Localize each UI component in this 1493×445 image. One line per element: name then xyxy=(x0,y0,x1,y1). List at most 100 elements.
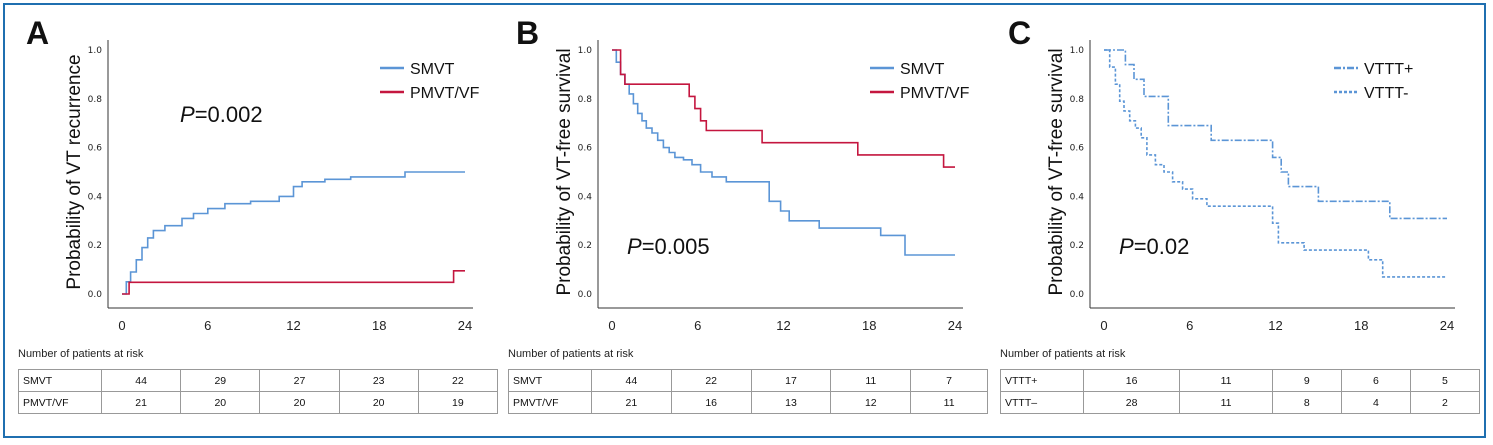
table-row: SMVT 44 29 27 23 22 xyxy=(18,369,499,392)
series-line xyxy=(1104,49,1447,278)
y-tick-label: 0.6 xyxy=(1070,144,1085,154)
risk-cell: 6 xyxy=(1340,369,1411,392)
risk-cell: 12 xyxy=(830,391,912,414)
p-value-label: P=0.02 xyxy=(1119,234,1189,259)
y-tick-label: 0.2 xyxy=(88,241,102,251)
risk-row-label: PMVT/VF xyxy=(508,391,592,414)
legend-label: PMVT/VF xyxy=(900,85,970,102)
p-value-prefix: P xyxy=(180,102,195,127)
panel-letter: B xyxy=(516,15,539,51)
x-axis-label: Months xyxy=(264,336,323,338)
risk-cell: 11 xyxy=(830,369,912,392)
risk-cell: 8 xyxy=(1271,391,1342,414)
series-line xyxy=(612,49,955,168)
risk-cell: 7 xyxy=(910,369,988,392)
y-tick-label: 0.4 xyxy=(1070,192,1085,202)
risk-cell: 16 xyxy=(670,391,752,414)
x-tick-label: 12 xyxy=(286,318,300,333)
risk-cell: 13 xyxy=(750,391,832,414)
x-tick-label: 24 xyxy=(1440,318,1454,333)
panel-c: 0.0 0.2 0.4 0.6 0.8 1.0 0 6 12 18 24 Months Probabil… xyxy=(992,8,1482,433)
risk-cell: 22 xyxy=(670,369,752,392)
series-line xyxy=(612,49,955,256)
y-tick-label: 0.0 xyxy=(578,290,593,300)
km-plot: 0.0 0.2 0.4 0.6 0.8 1.0 0 6 12 18 24 Months Probabil… xyxy=(516,15,970,338)
risk-row-label: SMVT xyxy=(508,369,592,392)
km-plot: 0.0 0.2 0.4 0.6 0.8 1.0 0 6 12 18 24 Months Probabil… xyxy=(26,15,480,338)
risk-cell: 44 xyxy=(100,369,182,392)
risk-cell: 2 xyxy=(1409,391,1481,414)
x-tick-label: 6 xyxy=(694,318,701,333)
p-value-prefix: P xyxy=(627,234,642,259)
risk-cell: 19 xyxy=(417,391,499,414)
risk-cell: 21 xyxy=(100,391,182,414)
legend-label: VTTT+ xyxy=(1364,61,1413,78)
risk-cell: 27 xyxy=(259,369,340,392)
y-axis-label: Probability of VT-free survival xyxy=(554,48,575,295)
risk-cell: 17 xyxy=(750,369,832,392)
risk-cell: 20 xyxy=(180,391,261,414)
x-tick-label: 0 xyxy=(118,318,125,333)
risk-cell: 4 xyxy=(1340,391,1411,414)
panel-letter: C xyxy=(1008,15,1031,51)
risk-table-title: Number of patients at risk xyxy=(1000,348,1126,360)
risk-cell: 21 xyxy=(591,391,672,414)
table-row: PMVT/VF 21 16 13 12 11 xyxy=(508,391,988,414)
y-tick-label: 1.0 xyxy=(88,46,103,56)
p-value-text: =0.02 xyxy=(1134,234,1190,259)
table-row: SMVT 44 22 17 11 7 xyxy=(508,369,988,392)
x-tick-label: 12 xyxy=(1268,318,1282,333)
risk-row-label: SMVT xyxy=(18,369,102,392)
legend-label: VTTT- xyxy=(1364,85,1408,102)
p-value-text: =0.005 xyxy=(642,234,710,259)
table-row: PMVT/VF 21 20 20 20 19 xyxy=(18,391,499,414)
x-axis-label: Months xyxy=(1246,336,1305,338)
risk-cell: 11 xyxy=(1179,391,1273,414)
y-axis-label: Probability of VT-free survival xyxy=(1046,48,1067,295)
legend-label: SMVT xyxy=(900,61,945,78)
y-tick-label: 0.8 xyxy=(578,95,593,105)
p-value-prefix: P xyxy=(1119,234,1134,259)
legend-label: SMVT xyxy=(410,61,455,78)
risk-cell: 23 xyxy=(338,369,419,392)
x-tick-label: 0 xyxy=(1100,318,1107,333)
panel-letter: A xyxy=(26,15,49,51)
x-tick-label: 24 xyxy=(948,318,962,333)
risk-cell: 20 xyxy=(338,391,419,414)
risk-cell: 5 xyxy=(1409,369,1481,392)
risk-table: VTTT+ 16 11 9 6 5 VTTT– 28 11 8 4 2 xyxy=(1000,369,1481,414)
x-tick-label: 18 xyxy=(1354,318,1368,333)
y-tick-label: 0.6 xyxy=(88,144,103,154)
series-line xyxy=(122,171,465,295)
p-value-label: P=0.005 xyxy=(627,234,710,259)
risk-cell: 11 xyxy=(1179,369,1273,392)
series-line xyxy=(122,270,465,295)
x-tick-label: 24 xyxy=(458,318,472,333)
risk-row-label: PMVT/VF xyxy=(18,391,102,414)
y-axis-label: Probability of VT recurrence xyxy=(64,54,85,289)
risk-cell: 16 xyxy=(1082,369,1181,392)
x-tick-label: 6 xyxy=(1186,318,1193,333)
x-tick-label: 18 xyxy=(862,318,876,333)
y-tick-label: 0.2 xyxy=(1070,241,1084,251)
panel-a: 0.0 0.2 0.4 0.6 0.8 1.0 0 6 12 18 24 Months Probabil… xyxy=(10,8,500,433)
y-tick-label: 0.4 xyxy=(88,192,103,202)
y-tick-label: 0.2 xyxy=(578,241,592,251)
risk-cell: 11 xyxy=(910,391,988,414)
panel-b: 0.0 0.2 0.4 0.6 0.8 1.0 0 6 12 18 24 Months Probabil… xyxy=(500,8,990,433)
risk-table: SMVT 44 22 17 11 7 PMVT/VF 21 16 13 12 1… xyxy=(508,369,988,414)
x-tick-label: 6 xyxy=(204,318,211,333)
risk-cell: 29 xyxy=(180,369,261,392)
y-tick-label: 0.4 xyxy=(578,192,593,202)
y-tick-label: 0.0 xyxy=(88,290,103,300)
risk-row-label: VTTT– xyxy=(1000,391,1084,414)
y-tick-label: 1.0 xyxy=(578,46,593,56)
risk-table: SMVT 44 29 27 23 22 PMVT/VF 21 20 20 20 … xyxy=(18,369,499,414)
y-tick-label: 0.8 xyxy=(88,95,103,105)
y-tick-label: 0.8 xyxy=(1070,95,1085,105)
risk-cell: 9 xyxy=(1271,369,1342,392)
figure-frame xyxy=(3,3,1486,438)
risk-table-title: Number of patients at risk xyxy=(18,348,144,360)
x-axis-label: Months xyxy=(754,336,813,338)
y-tick-label: 0.0 xyxy=(1070,290,1085,300)
